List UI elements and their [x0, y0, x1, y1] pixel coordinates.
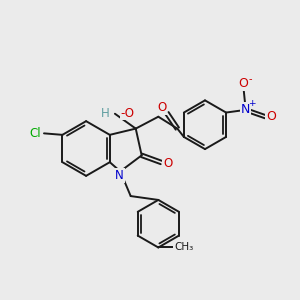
Text: -: - — [248, 74, 252, 84]
Text: CH₃: CH₃ — [174, 242, 194, 253]
Text: Cl: Cl — [29, 127, 41, 140]
Text: O: O — [266, 110, 276, 123]
Text: N: N — [115, 169, 124, 182]
Text: O: O — [157, 101, 166, 114]
Text: O: O — [163, 158, 172, 170]
Text: +: + — [248, 99, 256, 108]
Text: O: O — [239, 77, 249, 90]
Text: -O: -O — [120, 107, 134, 120]
Text: N: N — [241, 103, 250, 116]
Text: H: H — [101, 107, 110, 120]
